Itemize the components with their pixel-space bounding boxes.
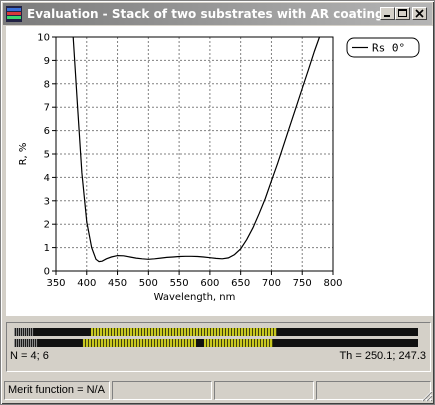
x-tick-label: 650 (231, 278, 250, 289)
legend-entry: Rs 0° (372, 42, 405, 55)
y-tick-label: 8 (44, 79, 50, 90)
maximize-icon (398, 9, 407, 17)
substrate-2-coating-bar[interactable] (14, 339, 418, 347)
coating-segment-black (277, 328, 418, 336)
x-tick-label: 450 (108, 278, 127, 289)
coating-segment-hatch (14, 339, 38, 347)
status-cell-3 (214, 381, 314, 400)
legend-box (346, 37, 420, 58)
y-tick-label: 0 (44, 267, 50, 278)
y-tick-label: 4 (44, 173, 50, 184)
series-line-rs[interactable] (72, 36, 321, 263)
stack-structure-panel: N = 4; 6 Th = 250.1; 247.3 (6, 322, 431, 372)
coating-segment-black (34, 328, 91, 336)
minimize-button[interactable] (380, 7, 395, 20)
close-icon (415, 9, 424, 18)
minimize-icon (384, 15, 390, 17)
x-axis-label: Wavelength, nm (154, 292, 236, 303)
coating-segment-yellow (91, 328, 277, 336)
y-axis-label: R, % (18, 143, 29, 166)
y-tick-label: 6 (44, 126, 50, 137)
x-tick-label: 550 (170, 278, 189, 289)
y-tick-label: 2 (44, 220, 50, 231)
status-cell-2 (112, 381, 212, 400)
x-tick-label: 750 (293, 278, 312, 289)
coating-segment-hatch (14, 328, 34, 336)
coating-segment-black (196, 339, 204, 347)
chart-area: 350 400 450 500 550 600 650 700 750 800 0 1 2 3 4 5 6 7 8 9… (6, 26, 433, 316)
resize-grip-icon[interactable] (421, 390, 433, 402)
x-tick-label: 700 (262, 278, 281, 289)
status-bar: Merit function = N/A (3, 379, 434, 403)
x-tick-label: 350 (46, 278, 65, 289)
y-tick-label: 7 (44, 103, 50, 114)
y-tick-label: 3 (44, 196, 50, 207)
coating-segment-yellow (204, 339, 273, 347)
close-button[interactable] (412, 7, 427, 20)
maximize-button[interactable] (395, 7, 410, 20)
reflectance-chart: 350 400 450 500 550 600 650 700 750 800 0 1 2 3 4 5 6 7 8 9… (18, 33, 420, 303)
y-tick-label: 5 (44, 150, 50, 161)
y-tick-label: 9 (44, 56, 50, 67)
title-bar[interactable]: Evaluation - Stack of two substrates wit… (3, 3, 432, 25)
x-tick-label: 500 (139, 278, 158, 289)
y-tick-label: 1 (44, 243, 50, 254)
y-tick-label: 10 (37, 33, 50, 44)
x-tick-label: 600 (200, 278, 219, 289)
window-title: Evaluation - Stack of two substrates wit… (27, 7, 391, 21)
coating-segment-black (273, 339, 418, 347)
x-tick-label: 400 (77, 278, 96, 289)
coating-segment-yellow (83, 339, 196, 347)
status-cell-4 (316, 381, 431, 400)
coating-segment-black (38, 339, 82, 347)
app-icon (6, 6, 22, 22)
layer-count-label: N = 4; 6 (10, 350, 49, 362)
merit-function-status: Merit function = N/A (4, 381, 110, 400)
thickness-label: Th = 250.1; 247.3 (339, 350, 426, 362)
substrate-1-coating-bar[interactable] (14, 328, 418, 336)
x-tick-label: 800 (323, 278, 342, 289)
